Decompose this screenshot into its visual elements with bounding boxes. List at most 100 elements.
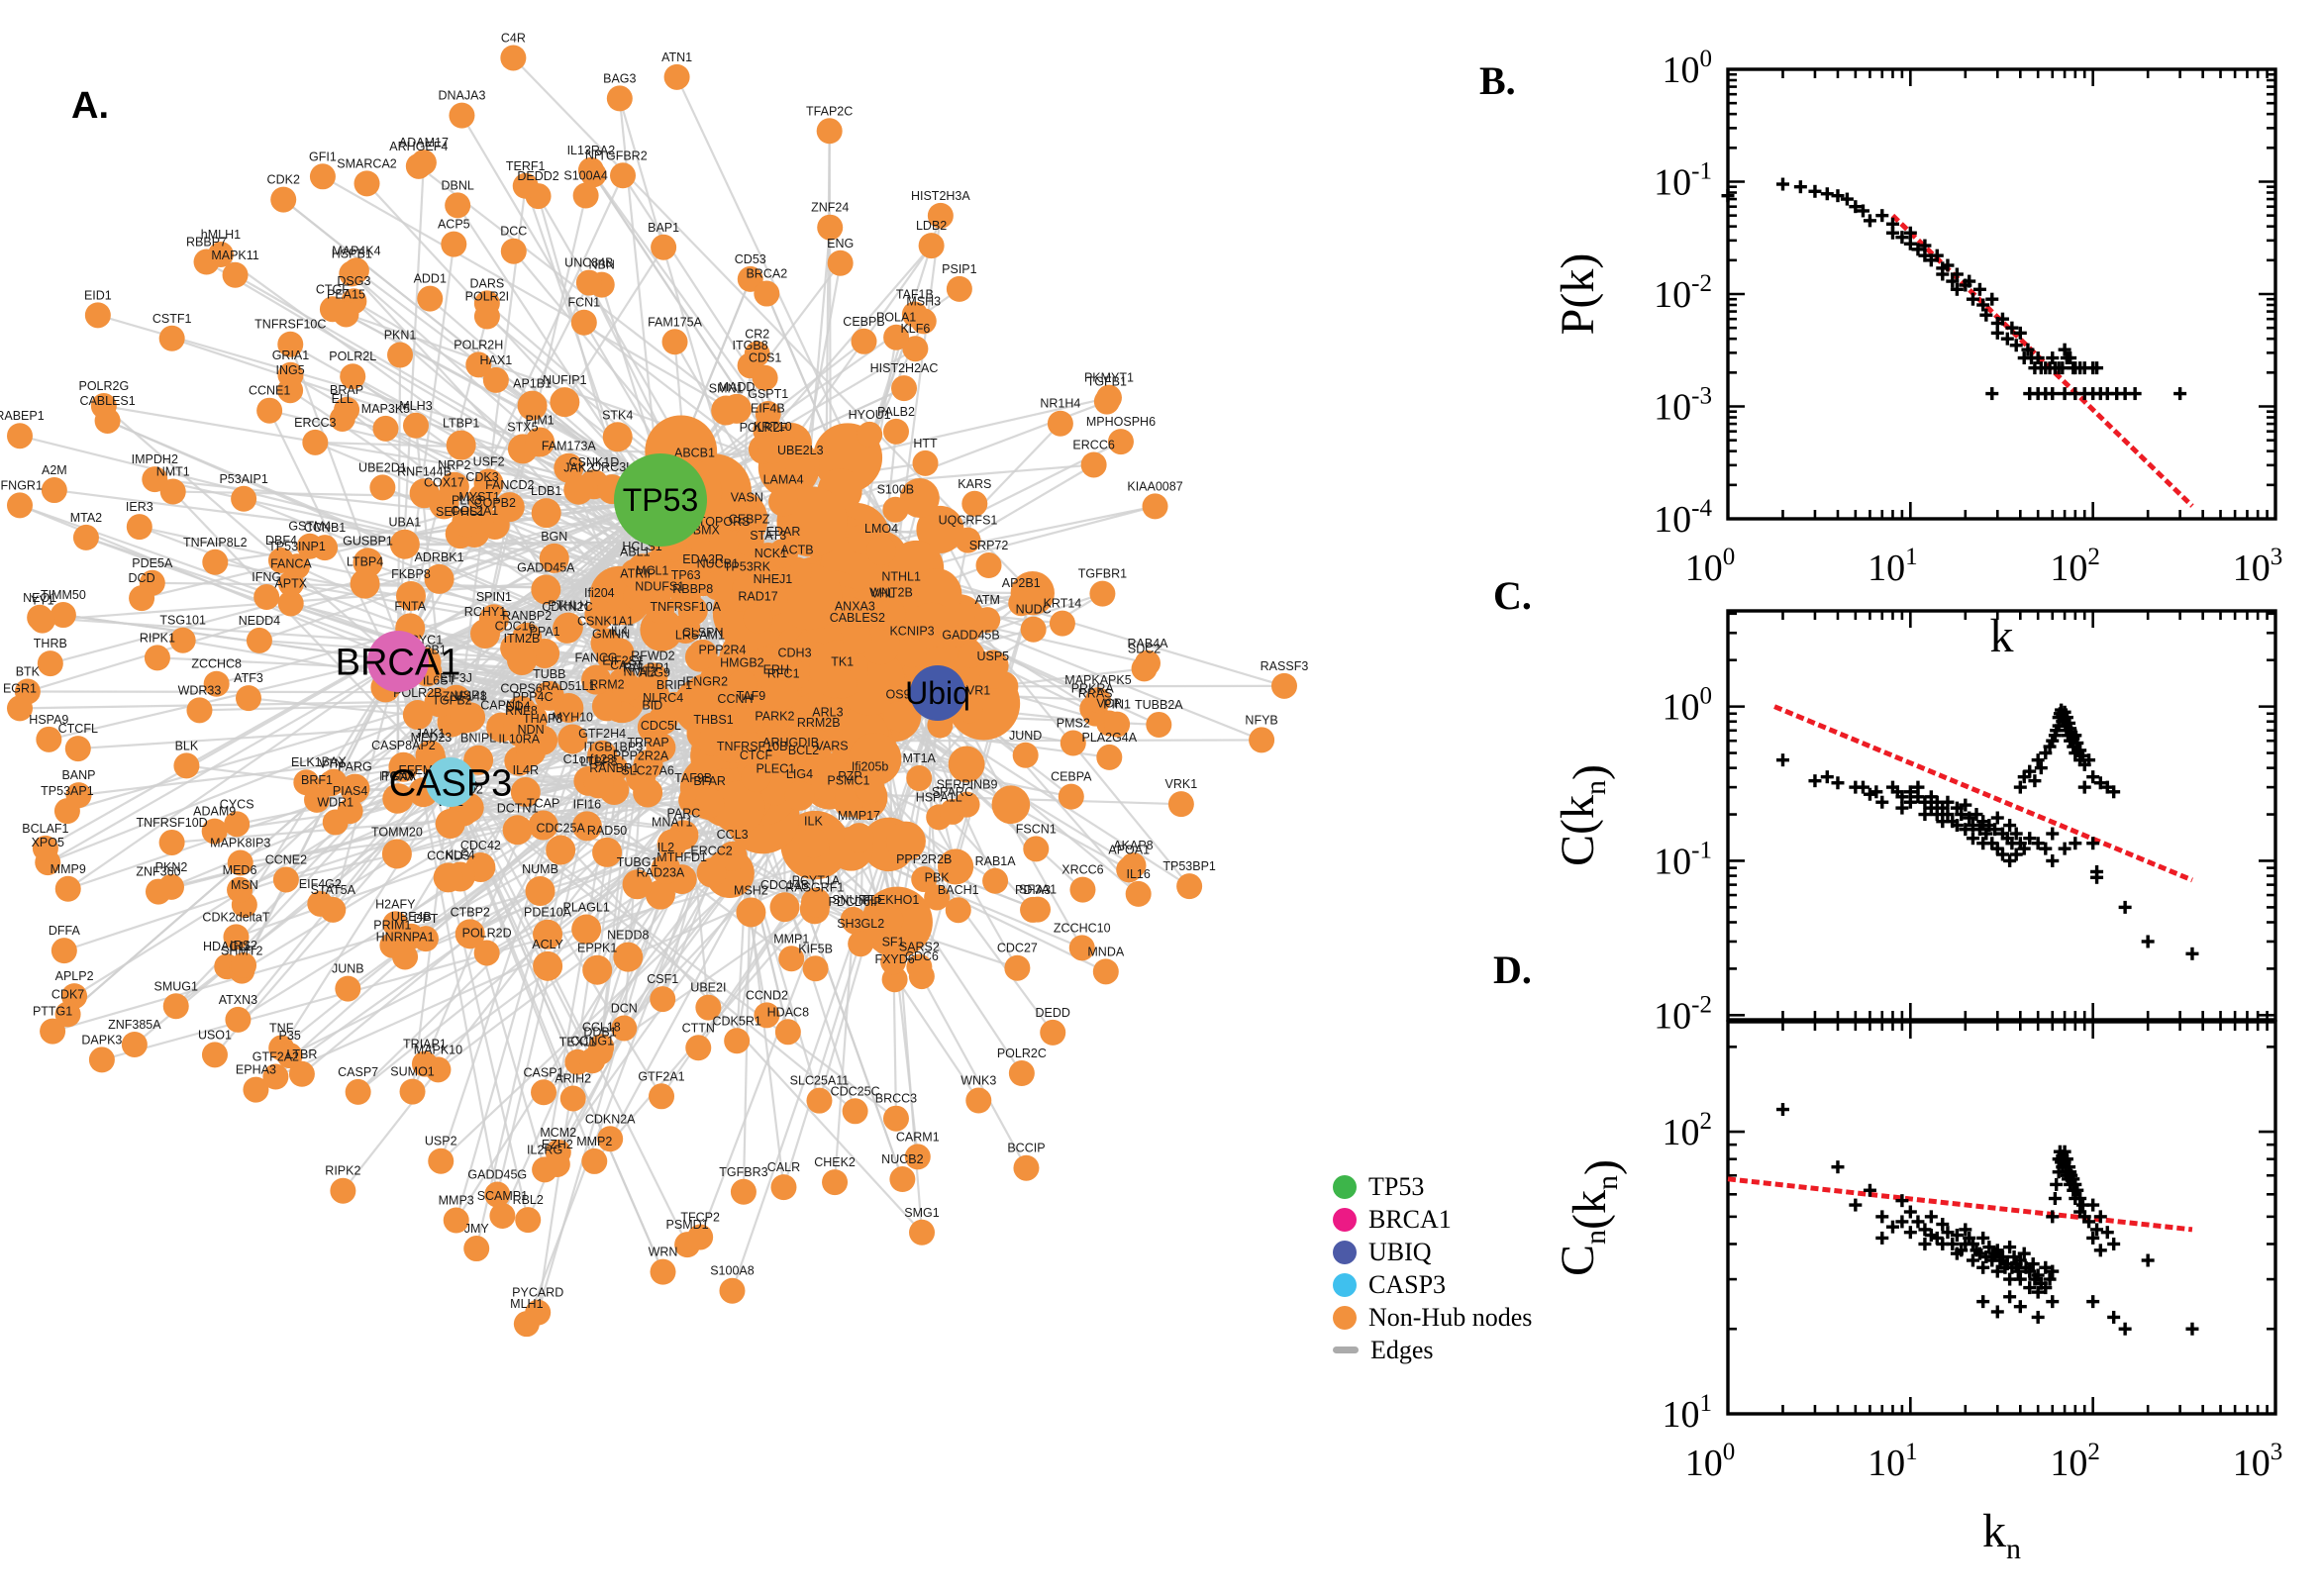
data-point xyxy=(2077,780,2091,794)
axis-tick-label: 100 xyxy=(1685,544,1736,589)
plot-frame xyxy=(1726,1020,2277,1416)
network-edge xyxy=(845,466,1190,887)
data-point xyxy=(2107,1237,2121,1250)
legend: TP53 BRCA1 UBIQ CASP3 Non-Hub nodes Edge… xyxy=(1333,1170,1532,1366)
data-point xyxy=(2050,1177,2064,1191)
data-point xyxy=(2173,387,2187,401)
axis-tick-label: 100 xyxy=(1685,1439,1736,1484)
data-point xyxy=(1875,209,1889,223)
data-point xyxy=(1976,1295,1990,1309)
data-point xyxy=(2013,1272,2027,1286)
data-point xyxy=(2141,935,2155,948)
edges-legend-line-icon xyxy=(1333,1347,1359,1353)
x-axis-label-d: kn xyxy=(1982,1505,2021,1565)
data-point xyxy=(2118,900,2132,914)
data-point xyxy=(2185,947,2199,960)
data-point xyxy=(1820,187,1834,201)
axis-tick-label: 103 xyxy=(2233,1439,2283,1484)
axis-tick-label: 100 xyxy=(1663,683,1713,729)
legend-item: Non-Hub nodes xyxy=(1333,1301,1532,1334)
data-point xyxy=(2141,1253,2155,1267)
fit-line xyxy=(1727,1176,2193,1233)
network-edge xyxy=(332,499,661,911)
network-edge xyxy=(53,488,686,572)
data-point xyxy=(2107,1310,2121,1324)
network-edge xyxy=(67,660,399,890)
legend-label: CASP3 xyxy=(1368,1269,1447,1299)
network-edge xyxy=(27,498,661,693)
tp53-legend-dot-icon xyxy=(1333,1174,1357,1199)
network-edge xyxy=(322,175,792,446)
data-point xyxy=(2128,387,2142,401)
data-point xyxy=(1775,753,1789,767)
data-point xyxy=(2046,351,2060,365)
network-edge xyxy=(1010,803,1130,871)
axis-tick-label: 101 xyxy=(1663,1390,1713,1436)
axis-tick-label: 102 xyxy=(1663,1108,1713,1153)
legend-item: Edges xyxy=(1333,1334,1532,1366)
panel-d-label: D. xyxy=(1493,948,1532,992)
data-point xyxy=(1924,1210,1938,1224)
axis-tick-label: 101 xyxy=(1868,544,1918,589)
network-edge xyxy=(450,780,608,853)
panel-a-label: A. xyxy=(71,85,109,127)
network-edge xyxy=(731,692,940,1292)
data-point xyxy=(2100,1226,2114,1240)
network-edge xyxy=(397,660,920,968)
data-point xyxy=(2031,1310,2045,1324)
axis-tick-label: 10-2 xyxy=(1654,991,1712,1037)
legend-item: BRCA1 xyxy=(1333,1203,1532,1236)
data-point xyxy=(1793,180,1807,194)
y-axis-label-d: Cn(kn) xyxy=(1552,1159,1628,1276)
data-point xyxy=(2046,1295,2060,1309)
panel-c-plot: 100 10-1 10-2 C(kn) xyxy=(1552,609,2277,1037)
network-edge xyxy=(66,499,661,1016)
data-point xyxy=(1911,1215,1925,1229)
data-point xyxy=(2003,853,2017,867)
legend-item: UBIQ xyxy=(1333,1236,1532,1268)
plot-frame xyxy=(1726,67,2277,521)
data-point xyxy=(1849,1198,1863,1212)
data-point xyxy=(1903,1226,1917,1240)
y-axis-label-c: C(kn) xyxy=(1552,764,1616,866)
data-point xyxy=(1808,184,1822,198)
axis-tick-label: 101 xyxy=(1868,1439,1918,1484)
network-edge xyxy=(512,56,1034,594)
data-point xyxy=(2003,819,2017,833)
data-point xyxy=(1990,1305,2004,1319)
data-point xyxy=(1856,780,1869,794)
axis-tick-label: 102 xyxy=(2050,1439,2100,1484)
data-point xyxy=(1985,387,1999,401)
legend-label: TP53 xyxy=(1368,1171,1425,1201)
data-point xyxy=(1990,811,2004,825)
legend-item: TP53 xyxy=(1333,1170,1532,1203)
data-point xyxy=(1775,177,1789,191)
network-edge xyxy=(397,546,666,663)
legend-item: CASP3 xyxy=(1333,1268,1532,1301)
data-point xyxy=(1918,1237,1932,1250)
legend-label: Edges xyxy=(1370,1335,1434,1364)
ubiq-legend-dot-icon xyxy=(1333,1240,1357,1264)
axis-tick-label: 10-3 xyxy=(1654,383,1712,429)
data-point xyxy=(2003,1290,2017,1304)
data-point xyxy=(2093,1244,2107,1257)
data-point xyxy=(2048,1192,2062,1206)
data-point xyxy=(2086,1198,2100,1212)
data-point xyxy=(2185,1322,2199,1336)
axis-tick-label: 10-1 xyxy=(1654,158,1712,204)
fit-line xyxy=(1773,704,2193,883)
panel-b-label: B. xyxy=(1479,58,1516,103)
legend-label: Non-Hub nodes xyxy=(1368,1302,1533,1332)
data-point xyxy=(2046,827,2060,841)
panel-c-label: C. xyxy=(1493,573,1532,618)
data-point xyxy=(1863,214,1876,228)
data-point xyxy=(2118,1322,2132,1336)
data-point xyxy=(1903,1205,1917,1219)
axis-tick-label: 100 xyxy=(1663,46,1713,91)
network-edge xyxy=(427,670,623,703)
